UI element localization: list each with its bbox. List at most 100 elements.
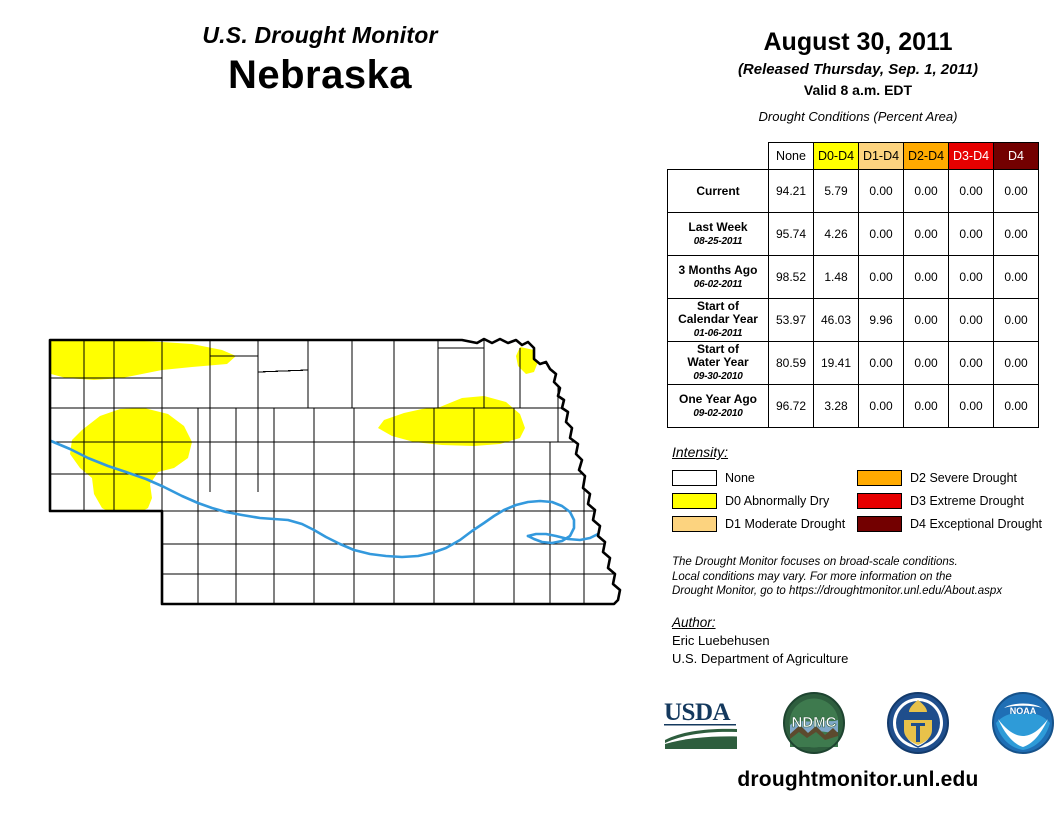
row-label-start-water-year: Start of Water Year 09-30-2010: [667, 341, 769, 385]
column-header-d3d4: D3-D4: [948, 142, 994, 170]
intensity-legend: Intensity: None D2 Severe Drought D0 Abn…: [672, 444, 1042, 535]
author-name: Eric Luebehusen: [672, 633, 770, 648]
legend-swatch-d1: [672, 515, 717, 532]
column-header-d4: D4: [993, 142, 1039, 170]
table-corner-cell: [668, 143, 769, 170]
cell-d3d4: 0.00: [948, 384, 994, 428]
row-label-text: Current: [696, 183, 740, 198]
legend-label-d4: D4 Exceptional Drought: [910, 516, 1043, 531]
svg-text:NDMC: NDMC: [791, 714, 836, 731]
valid-date: August 30, 2011: [763, 28, 953, 56]
row-label-date: 09-02-2010: [693, 407, 743, 419]
row-label-date: 06-02-2011: [693, 278, 743, 290]
legend-swatch-d4: [857, 515, 902, 532]
row-label-date: 09-30-2010: [693, 371, 743, 382]
table-row: Start of Water Year 09-30-2010 80.59 19.…: [667, 341, 1039, 385]
noaa-logo: NOAA: [991, 692, 1054, 759]
table-row: One Year Ago 09-02-2010 96.72 3.28 0.00 …: [667, 384, 1039, 428]
cell-d1d4: 0.00: [858, 212, 904, 256]
row-label-one-year-ago: One Year Ago 09-02-2010: [667, 384, 769, 428]
program-title: U.S. Drought Monitor: [202, 22, 438, 48]
legend-item-d4: D4 Exceptional Drought: [857, 512, 1042, 535]
cell-d1d4: 0.00: [858, 341, 904, 385]
cell-none: 95.74: [768, 212, 814, 256]
author-block: Author: Eric Luebehusen U.S. Department …: [672, 615, 1052, 666]
table-row: Last Week 08-25-2011 95.74 4.26 0.00 0.0…: [667, 212, 1039, 256]
cell-d2d4: 0.00: [903, 255, 949, 299]
cell-d4: 0.00: [993, 169, 1039, 213]
svg-text:NOAA: NOAA: [1010, 706, 1037, 716]
author-heading: Author:: [672, 615, 716, 630]
cell-d1d4: 0.00: [858, 384, 904, 428]
svg-text:USDA: USDA: [664, 699, 731, 726]
legend-swatch-d3: [857, 492, 902, 509]
legend-label-d2: D2 Severe Drought: [910, 470, 1018, 485]
cell-d1d4: 9.96: [858, 298, 904, 342]
footer-url[interactable]: droughtmonitor.unl.edu: [737, 768, 979, 791]
legend-label-none: None: [725, 470, 755, 485]
legend-swatch-none: [672, 469, 717, 486]
cell-none: 53.97: [768, 298, 814, 342]
drought-map[interactable]: [22, 312, 642, 612]
row-label-line2: Calendar Year: [678, 312, 758, 326]
row-label-date: 01-06-2011: [693, 328, 743, 339]
cell-d0d4: 1.48: [813, 255, 859, 299]
cell-d3d4: 0.00: [948, 298, 994, 342]
row-label-start-calendar-year: Start of Calendar Year 01-06-2011: [667, 298, 769, 342]
cell-d3d4: 0.00: [948, 341, 994, 385]
table-row: 3 Months Ago 06-02-2011 98.52 1.48 0.00 …: [667, 255, 1039, 299]
row-label-last-week: Last Week 08-25-2011: [667, 212, 769, 256]
row-label-line1: Start of: [697, 342, 739, 356]
intensity-heading: Intensity:: [672, 444, 729, 460]
legend-label-d1: D1 Moderate Drought: [725, 516, 846, 531]
table-header-row: None D0-D4 D1-D4 D2-D4 D3-D4 D4: [668, 142, 1039, 170]
disclaimer-line-1: The Drought Monitor focuses on broad-sca…: [672, 556, 958, 568]
legend-swatch-d2: [857, 469, 902, 486]
cell-d4: 0.00: [993, 298, 1039, 342]
cell-d3d4: 0.00: [948, 169, 994, 213]
drought-conditions-table: None D0-D4 D1-D4 D2-D4 D3-D4 D4 Current …: [667, 142, 1039, 428]
column-header-d2d4: D2-D4: [903, 142, 949, 170]
map-state-outline: [48, 337, 622, 606]
report-header: August 30, 2011 (Released Thursday, Sep.…: [660, 28, 1056, 124]
cell-none: 94.21: [768, 169, 814, 213]
cell-d4: 0.00: [993, 212, 1039, 256]
row-label-line1: Start of: [697, 299, 739, 313]
cell-d4: 0.00: [993, 255, 1039, 299]
row-label-text: 3 Months Ago: [678, 262, 758, 277]
cell-d0d4: 19.41: [813, 341, 859, 385]
cell-d2d4: 0.00: [903, 169, 949, 213]
legend-item-none: None: [672, 466, 857, 489]
row-label-3-months-ago: 3 Months Ago 06-02-2011: [667, 255, 769, 299]
cell-d3d4: 0.00: [948, 255, 994, 299]
cell-d1d4: 0.00: [858, 169, 904, 213]
map-rivers: [49, 439, 600, 559]
row-label-text: Last Week: [688, 219, 748, 234]
author-agency: U.S. Department of Agriculture: [672, 651, 849, 666]
legend-item-d0: D0 Abnormally Dry: [672, 489, 857, 512]
cell-d2d4: 0.00: [903, 212, 949, 256]
cell-d1d4: 0.00: [858, 255, 904, 299]
column-header-none: None: [768, 142, 814, 170]
cell-d2d4: 0.00: [903, 384, 949, 428]
cell-d0d4: 3.28: [813, 384, 859, 428]
legend-item-d1: D1 Moderate Drought: [672, 512, 857, 535]
legend-label-d3: D3 Extreme Drought: [910, 493, 1024, 508]
cell-d0d4: 5.79: [813, 169, 859, 213]
cell-d4: 0.00: [993, 341, 1039, 385]
cell-d0d4: 46.03: [813, 298, 859, 342]
valid-time: Valid 8 a.m. EDT: [803, 82, 913, 98]
column-header-d1d4: D1-D4: [858, 142, 904, 170]
cell-d3d4: 0.00: [948, 212, 994, 256]
table-row: Current 94.21 5.79 0.00 0.00 0.00 0.00: [667, 169, 1039, 213]
column-header-d0d4: D0-D4: [813, 142, 859, 170]
release-date: (Released Thursday, Sep. 1, 2011): [737, 61, 979, 78]
table-caption: Drought Conditions (Percent Area): [758, 109, 958, 124]
legend-item-d2: D2 Severe Drought: [857, 466, 1042, 489]
cell-d2d4: 0.00: [903, 298, 949, 342]
ndmc-logo: NDMC: [782, 692, 845, 759]
table-row: Start of Calendar Year 01-06-2011 53.97 …: [667, 298, 1039, 342]
cell-none: 98.52: [768, 255, 814, 299]
title-block: U.S. Drought Monitor Nebraska: [0, 22, 640, 98]
state-title: Nebraska: [227, 53, 413, 97]
